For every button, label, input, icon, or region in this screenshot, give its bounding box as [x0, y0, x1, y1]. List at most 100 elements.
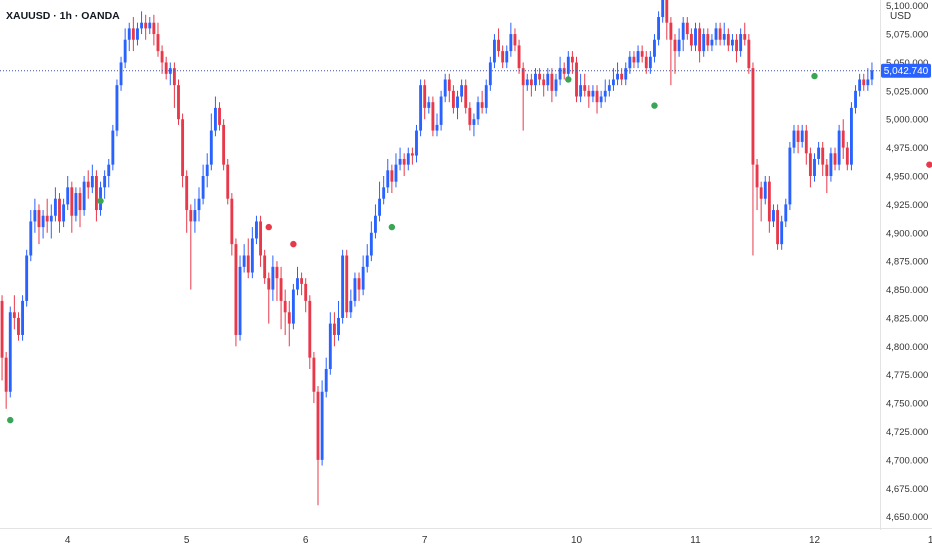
candle — [386, 158, 390, 194]
candle — [447, 73, 451, 103]
candle — [33, 198, 37, 233]
candle — [419, 79, 423, 137]
candle — [296, 266, 299, 296]
candle-body — [4, 357, 8, 392]
candle — [82, 176, 86, 216]
candle-body — [534, 73, 537, 86]
candle — [640, 45, 644, 63]
candle-body — [218, 107, 221, 125]
candle-body — [29, 221, 33, 256]
candle-body — [456, 96, 459, 108]
candle — [394, 153, 398, 188]
candle-body — [636, 51, 640, 63]
signal-markers — [7, 72, 932, 424]
candle-body — [657, 17, 661, 40]
candle-body — [587, 90, 591, 97]
candle — [374, 204, 377, 239]
candle — [21, 295, 25, 341]
candle-body — [349, 300, 353, 313]
plot-area[interactable] — [0, 0, 874, 506]
price-scale[interactable]: USD 5,100.000 5,075.000 5,050.000 5,025.000… — [880, 0, 929, 530]
price-tick-label: 5,025.000 — [886, 86, 928, 97]
candle — [747, 34, 751, 74]
price-tick-label: 4,800.000 — [886, 342, 928, 353]
candle — [94, 170, 98, 222]
candle-body — [94, 176, 98, 211]
candle — [542, 73, 546, 97]
candle — [410, 147, 414, 165]
candle-body — [763, 181, 767, 199]
candle — [821, 141, 825, 176]
candle — [271, 255, 275, 301]
candle — [755, 158, 759, 211]
candle-body — [205, 164, 209, 176]
candle-body — [8, 312, 12, 392]
candle — [706, 28, 710, 52]
candle-body — [86, 181, 90, 188]
candle-body — [320, 391, 324, 460]
candle-body — [398, 158, 402, 165]
time-scale[interactable]: 45671011121314 — [0, 528, 932, 547]
candle — [575, 56, 578, 103]
candle-body — [497, 39, 500, 52]
candle — [349, 289, 353, 318]
candle — [53, 187, 57, 222]
candle-body — [287, 312, 291, 324]
candle — [140, 11, 143, 35]
candle-body — [767, 181, 771, 222]
candle-body — [648, 56, 652, 69]
candle-body — [148, 22, 152, 29]
candle-body — [829, 153, 833, 176]
candle-body — [115, 85, 119, 131]
candle — [714, 22, 718, 46]
candle — [849, 102, 853, 171]
candle — [710, 34, 714, 52]
candle — [111, 124, 115, 171]
candle — [636, 45, 640, 69]
candle-body — [427, 102, 431, 108]
candle-body — [156, 34, 160, 52]
candle-body — [402, 158, 406, 165]
candle — [369, 221, 373, 262]
candle — [308, 295, 312, 370]
candle-body — [123, 39, 127, 63]
candle — [694, 22, 697, 52]
candle — [70, 181, 74, 233]
candle-body — [271, 266, 275, 290]
candle — [201, 164, 205, 205]
sell-signal-dot — [265, 223, 272, 231]
candle-body — [616, 73, 619, 80]
candle-body — [78, 193, 82, 211]
candle — [673, 34, 677, 74]
candle — [751, 62, 755, 256]
candle-body — [505, 51, 509, 63]
price-scale-currency: USD — [890, 11, 911, 22]
candle-body — [308, 300, 312, 358]
candle-body — [612, 79, 615, 86]
candle — [484, 79, 488, 114]
candle-body — [382, 187, 386, 199]
candle-body — [291, 289, 295, 324]
candle — [37, 204, 41, 245]
candle — [644, 51, 648, 74]
candle — [767, 176, 771, 233]
candle-body — [33, 210, 37, 222]
candle — [17, 312, 20, 341]
candle-body — [296, 278, 299, 290]
candle — [332, 312, 336, 347]
time-tick-label: 10 — [571, 535, 583, 546]
candle — [62, 198, 66, 228]
candle — [259, 215, 262, 267]
candle-body — [357, 278, 361, 290]
candle-body — [390, 170, 394, 182]
candle-body — [862, 79, 866, 86]
candle-body — [415, 130, 418, 156]
candle — [415, 124, 418, 163]
candle-body — [17, 317, 20, 335]
candle-body — [226, 164, 230, 199]
candle — [25, 249, 29, 307]
candle-body — [817, 147, 821, 159]
candle — [242, 244, 246, 273]
